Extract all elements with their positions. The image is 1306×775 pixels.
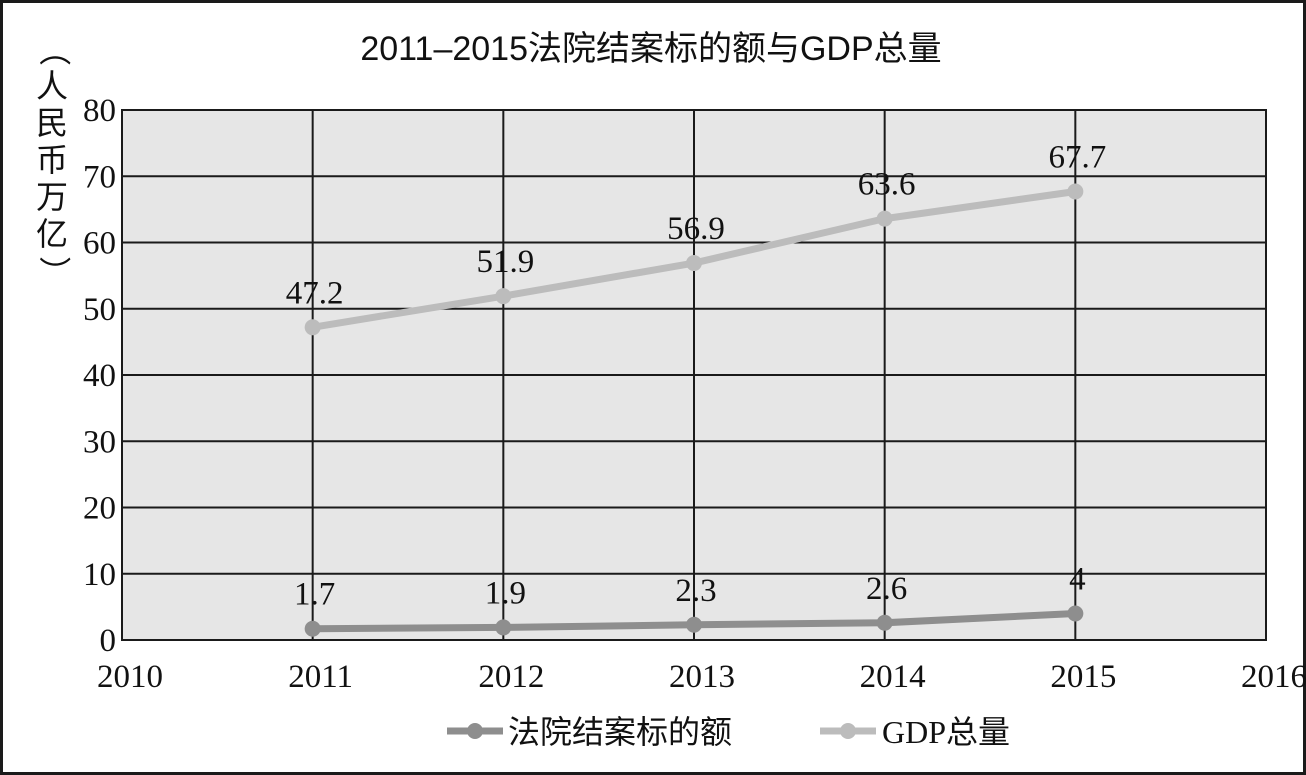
data-label: 4	[1069, 562, 1086, 598]
data-point	[304, 620, 321, 637]
x-tick-label: 2010	[97, 659, 163, 695]
y-axis-label-char: 币	[36, 141, 68, 179]
data-label: 1.7	[294, 577, 335, 613]
x-tick-label: 2016	[1241, 659, 1306, 695]
x-tick-label: 2011	[288, 659, 353, 695]
legend-item: 法院结案标的额	[447, 714, 732, 750]
data-label: 1.9	[485, 575, 526, 611]
legend-label: 法院结案标的额	[508, 714, 732, 750]
legend-marker	[467, 723, 483, 739]
y-axis-label-char: 民	[36, 104, 68, 142]
y-axis-label-char: （	[35, 34, 73, 66]
data-label: 67.7	[1048, 139, 1106, 175]
data-point	[876, 210, 893, 227]
data-label: 2.6	[866, 571, 907, 607]
x-tick-label: 2012	[478, 659, 544, 695]
y-axis-label-char: 亿	[36, 215, 68, 253]
y-tick-label: 60	[83, 226, 116, 262]
data-label: 2.3	[675, 573, 716, 609]
y-axis-label-char: 万	[36, 178, 68, 216]
y-tick-label: 20	[83, 491, 116, 527]
data-point	[304, 319, 321, 336]
data-point	[495, 288, 512, 305]
y-tick-label: 80	[83, 93, 116, 129]
x-tick-label: 2015	[1050, 659, 1116, 695]
y-tick-label: 10	[83, 557, 116, 593]
data-label: 51.9	[476, 244, 534, 280]
grid-lines	[122, 110, 1266, 640]
data-label: 56.9	[667, 211, 725, 247]
x-tick-label: 2013	[669, 659, 735, 695]
data-label: 63.6	[858, 167, 916, 203]
series-1: 47.2 51.9 56.9 63.6 67.7	[286, 139, 1106, 336]
y-tick-label: 50	[83, 292, 116, 328]
y-axis-ticks: 0 10 20 30 40 50 60 70 80	[83, 93, 116, 659]
data-point	[876, 614, 893, 631]
x-tick-label: 2014	[860, 659, 926, 695]
y-tick-label: 0	[100, 623, 117, 659]
data-label: 47.2	[286, 275, 344, 311]
legend-marker	[840, 723, 856, 739]
legend: 法院结案标的额 GDP总量	[447, 714, 1010, 750]
data-point	[686, 255, 702, 272]
y-axis-label-char: 人	[36, 67, 68, 105]
y-tick-label: 40	[83, 358, 116, 394]
y-axis-label-char: ）	[35, 256, 73, 288]
series-0: 1.7 1.9 2.3 2.6 4	[294, 562, 1086, 637]
series-lines: 1.7 1.9 2.3 2.6 4 47.2 51.9 56.9 63.6 67.7	[286, 139, 1106, 637]
data-point	[686, 616, 702, 633]
data-point	[1067, 183, 1084, 200]
legend-item: GDP总量	[820, 714, 1010, 750]
data-point	[495, 619, 512, 636]
y-tick-label: 30	[83, 424, 116, 460]
legend-label: GDP总量	[882, 714, 1010, 750]
x-axis-ticks: 2010 2011 2012 2013 2014 2015 2016	[97, 659, 1306, 695]
chart-title: 2011–2015法院结案标的额与GDP总量	[360, 30, 941, 68]
data-point	[1067, 605, 1084, 622]
y-tick-label: 70	[83, 159, 116, 195]
